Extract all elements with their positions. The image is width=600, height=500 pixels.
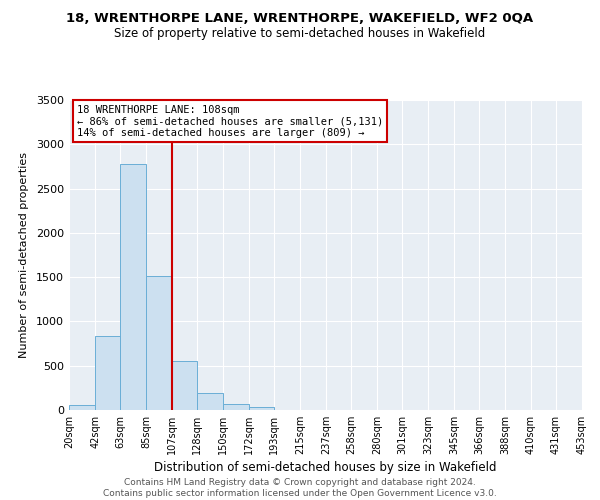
Text: Size of property relative to semi-detached houses in Wakefield: Size of property relative to semi-detach…	[115, 28, 485, 40]
Bar	[120, 164, 146, 410]
Bar	[197, 393, 223, 410]
X-axis label: Distribution of semi-detached houses by size in Wakefield: Distribution of semi-detached houses by …	[154, 461, 497, 474]
Text: 18 WRENTHORPE LANE: 108sqm
← 86% of semi-detached houses are smaller (5,131)
14%: 18 WRENTHORPE LANE: 108sqm ← 86% of semi…	[77, 104, 383, 138]
Bar	[69, 404, 95, 410]
Bar	[223, 404, 249, 410]
Text: 18, WRENTHORPE LANE, WRENTHORPE, WAKEFIELD, WF2 0QA: 18, WRENTHORPE LANE, WRENTHORPE, WAKEFIE…	[67, 12, 533, 26]
Bar	[249, 408, 274, 410]
Bar	[95, 336, 120, 410]
Bar	[146, 276, 172, 410]
Text: Contains HM Land Registry data © Crown copyright and database right 2024.
Contai: Contains HM Land Registry data © Crown c…	[103, 478, 497, 498]
Bar	[172, 361, 197, 410]
Y-axis label: Number of semi-detached properties: Number of semi-detached properties	[19, 152, 29, 358]
